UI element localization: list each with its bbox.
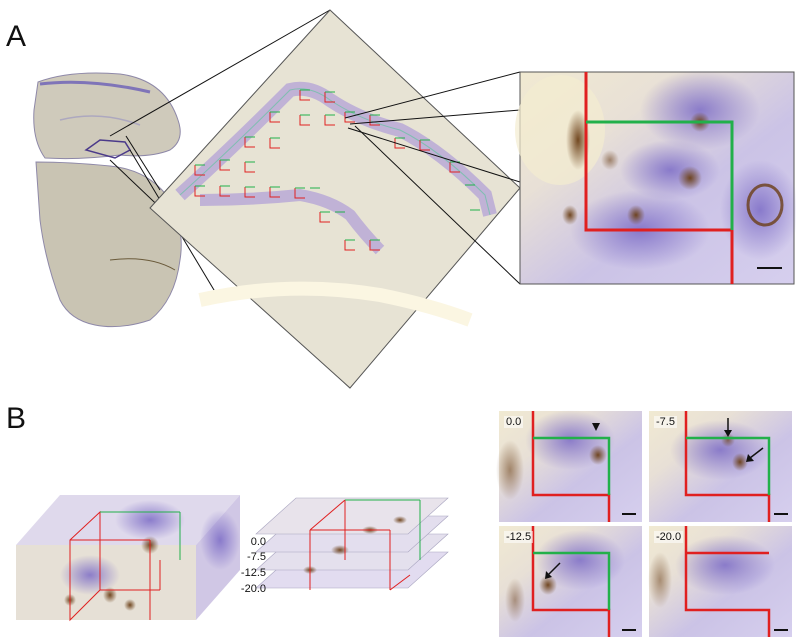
tile-label-1: -7.5 <box>654 416 677 428</box>
counting-frames <box>194 89 480 251</box>
depth-label-2: -12.5 <box>240 567 266 579</box>
brain-section <box>33 72 182 328</box>
depth-label-0: 0.0 <box>250 536 266 548</box>
tile-label-3: -20.0 <box>654 531 684 543</box>
projection-lines-zoom <box>344 71 521 285</box>
tissue-block-3d <box>16 495 240 622</box>
tile-label-0: 0.0 <box>504 416 524 428</box>
depth-label-3: -20.0 <box>240 583 266 595</box>
panel-label-b: B <box>6 402 27 435</box>
tile-label-2: -12.5 <box>504 531 534 543</box>
stacked-slices <box>255 497 449 591</box>
panel-label-a: A <box>6 20 27 53</box>
depth-label-1: -7.5 <box>247 551 266 563</box>
hippocampus-diamond <box>149 9 521 389</box>
tile-grid <box>496 410 792 637</box>
zoom-micrograph <box>515 70 796 285</box>
